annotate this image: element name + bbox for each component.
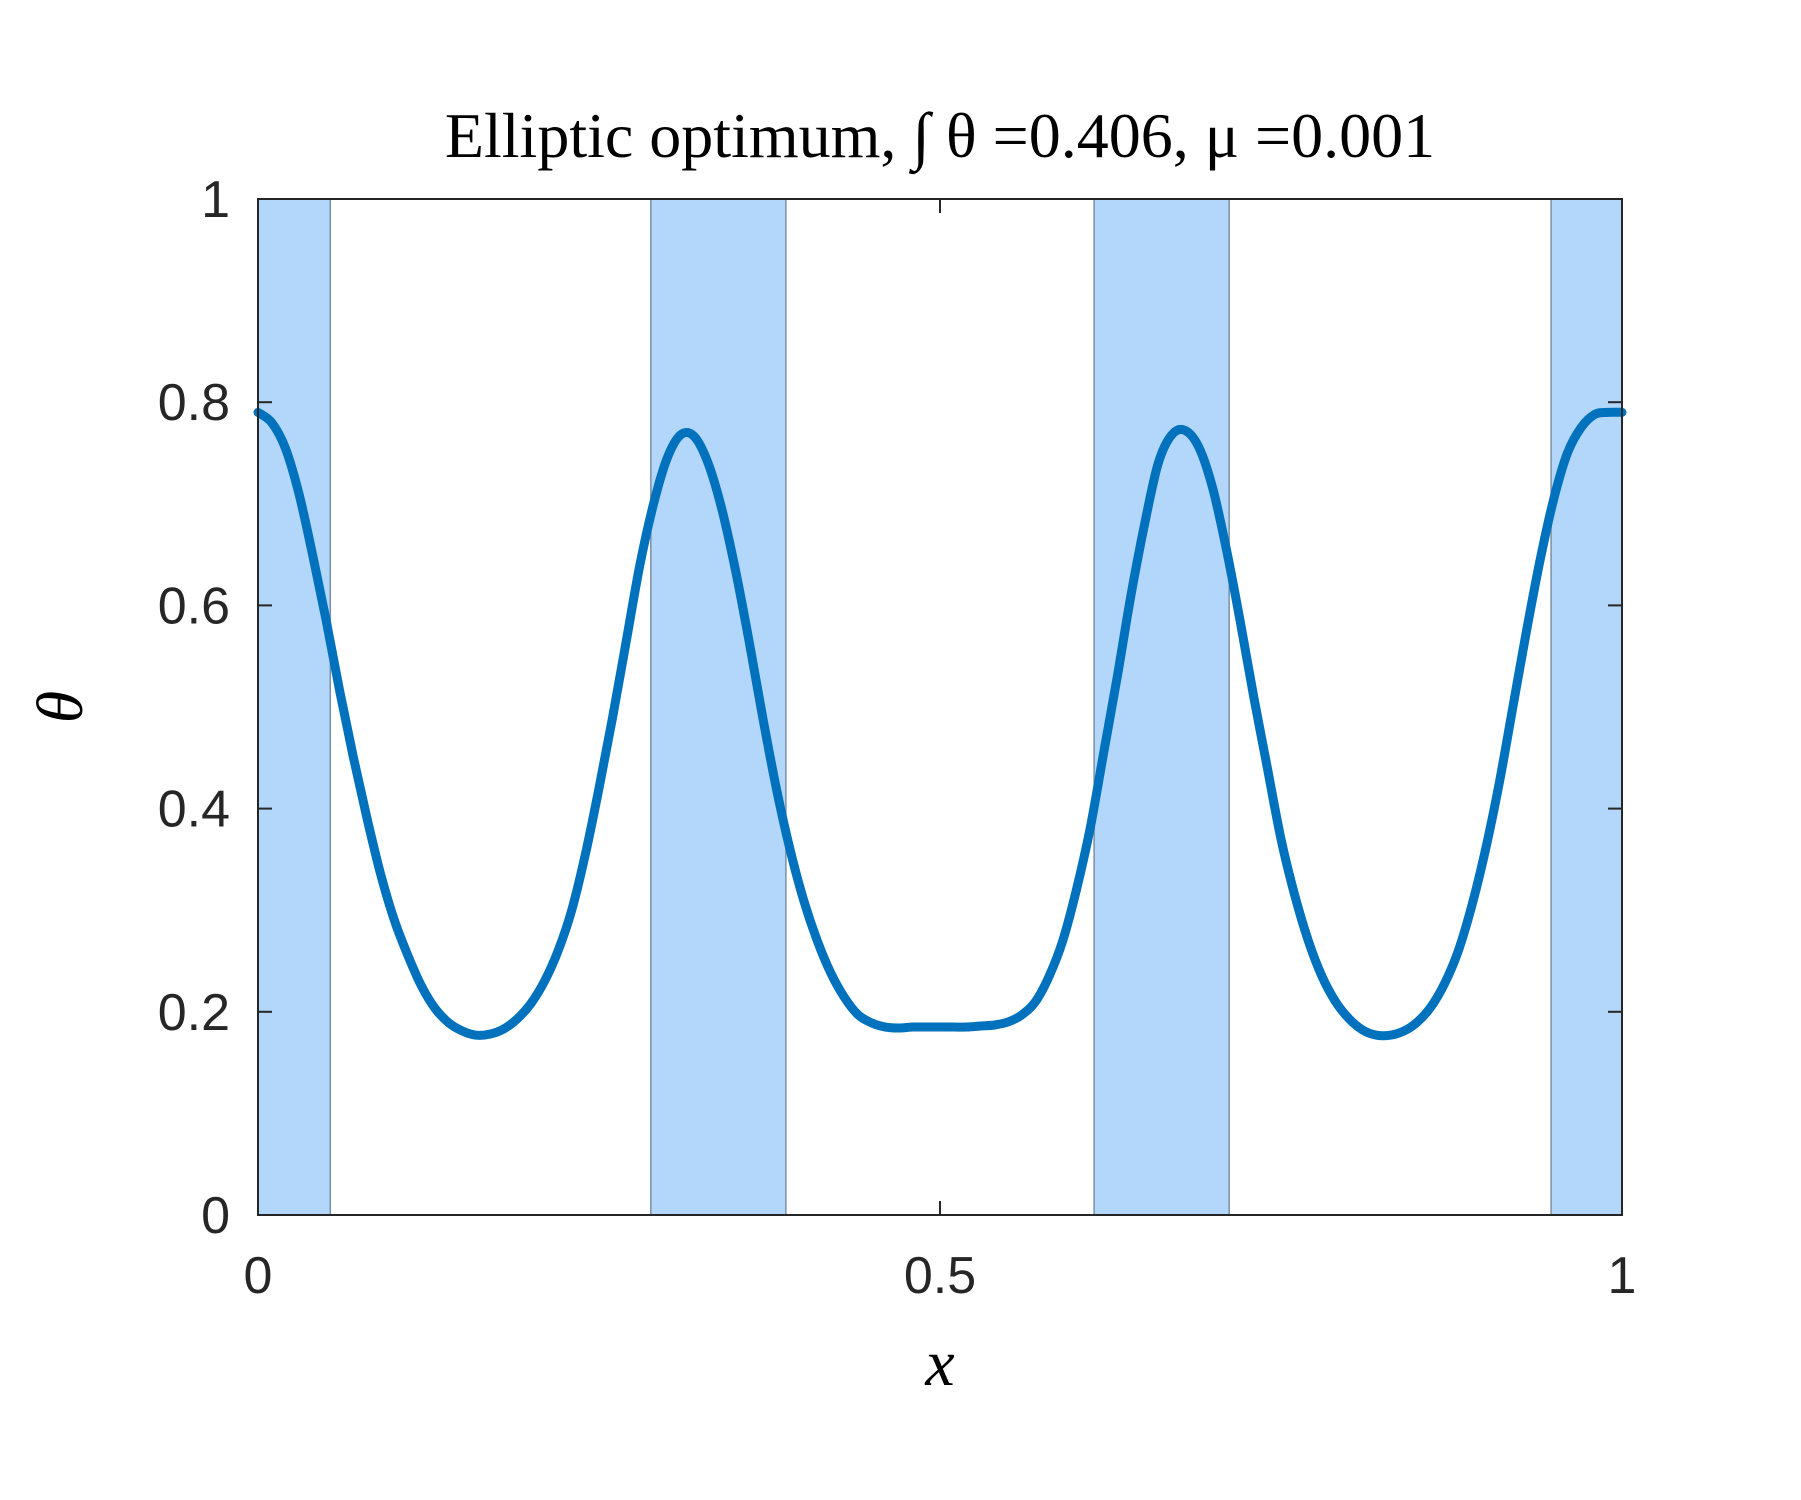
axes-box (257, 198, 1623, 1216)
y-tick-labels: 0 0.2 0.4 0.6 0.8 1 (158, 171, 230, 1245)
plot-area (258, 199, 1622, 1215)
chart-title: Elliptic optimum, ∫ θ =0.406, μ =0.001 (445, 100, 1435, 175)
series-line-1 (253, 407, 1627, 1041)
shaded-region-4 (1550, 198, 1623, 1216)
y-tick-label-0: 0 (201, 1187, 230, 1245)
series-layer (253, 407, 1627, 1041)
y-tick-label-3: 0.6 (158, 577, 230, 635)
shaded-region-1 (257, 198, 332, 1216)
x-tick-label-1: 0.5 (904, 1247, 976, 1305)
x-tick-labels: 0 0.5 1 (244, 1247, 1637, 1305)
x-tick-label-0: 0 (244, 1247, 273, 1305)
shaded-regions (257, 198, 1623, 1216)
y-axis-label: θ (24, 691, 97, 723)
y-tick-label-1: 0.2 (158, 984, 230, 1042)
y-tick-label-2: 0.4 (158, 781, 230, 839)
y-tick-label-5: 1 (201, 171, 230, 229)
shaded-region-3 (1093, 198, 1230, 1216)
x-axis-label: x (924, 1327, 954, 1400)
x-tick-label-2: 1 (1608, 1247, 1637, 1305)
shaded-region-2 (650, 198, 787, 1216)
y-tick-label-4: 0.8 (158, 374, 230, 432)
